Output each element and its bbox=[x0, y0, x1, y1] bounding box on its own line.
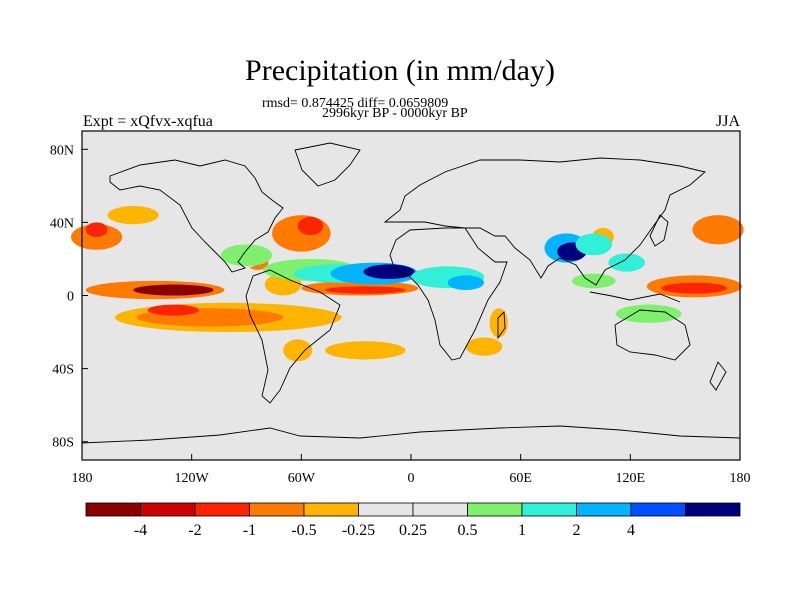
season-label: JJA bbox=[716, 113, 741, 130]
anomaly-region bbox=[283, 339, 313, 362]
colorbar-swatch bbox=[249, 502, 305, 517]
coastline-antarctica bbox=[81, 425, 741, 444]
anomaly-region bbox=[325, 341, 406, 360]
anomaly-region bbox=[575, 233, 613, 256]
y-tick-label: 80N bbox=[50, 143, 74, 158]
colorbar-label: 2 bbox=[573, 522, 581, 539]
colorbar-label: 0.25 bbox=[399, 522, 427, 539]
coastline-madagascar bbox=[497, 310, 506, 340]
anomaly-region bbox=[447, 275, 485, 291]
colorbar-swatch bbox=[412, 502, 468, 517]
latitude-axis: 80N 40N 0 40S 80S bbox=[50, 143, 88, 451]
coastline-africa bbox=[389, 227, 508, 361]
anomaly-region bbox=[133, 284, 214, 296]
anomaly-region bbox=[325, 286, 406, 294]
coastline-greenland bbox=[294, 142, 361, 187]
anomaly-region bbox=[571, 273, 616, 289]
anomaly-region bbox=[661, 282, 728, 294]
anomaly-region bbox=[692, 215, 744, 245]
colorbar-label: 0.5 bbox=[458, 522, 478, 539]
chart-title: Precipitation (in mm/day) bbox=[245, 54, 555, 87]
anomaly-region bbox=[173, 145, 247, 161]
anomaly-region bbox=[484, 180, 594, 199]
anomaly-region bbox=[310, 399, 402, 411]
x-tick-label: 0 bbox=[408, 471, 415, 486]
coastline-eurasia bbox=[383, 157, 706, 286]
colorbar-swatch bbox=[467, 502, 523, 517]
colorbar-swatch bbox=[194, 502, 250, 517]
coastline-australia bbox=[614, 309, 691, 361]
colorbar-swatch bbox=[358, 502, 414, 517]
x-tick-label: 60E bbox=[509, 471, 532, 486]
colorbar-swatch bbox=[140, 502, 196, 517]
colorbar-swatch bbox=[685, 502, 741, 517]
colorbar-label: 4 bbox=[627, 522, 635, 539]
anomaly-region bbox=[85, 222, 108, 238]
colorbar-swatch bbox=[521, 502, 577, 517]
coastline-indonesia bbox=[589, 291, 681, 303]
anomaly-region bbox=[147, 304, 199, 316]
map-plot-area bbox=[71, 130, 744, 461]
x-tick-label: 180 bbox=[72, 471, 93, 486]
colorbar-swatch bbox=[85, 502, 141, 517]
period-annotation: 2996kyr BP - 0000kyr BP bbox=[322, 106, 468, 121]
colorbar-label: -2 bbox=[188, 522, 201, 539]
anomaly-region bbox=[465, 337, 503, 356]
anomaly-region bbox=[608, 253, 645, 272]
coastline-japan bbox=[649, 214, 669, 247]
anomaly-region bbox=[615, 304, 682, 323]
anomaly-region bbox=[220, 244, 273, 267]
colorbar-swatch bbox=[630, 502, 686, 517]
anomaly-region bbox=[297, 216, 324, 236]
anomaly-region bbox=[363, 264, 415, 280]
anomaly-region bbox=[71, 224, 123, 250]
colorbar-swatch bbox=[303, 502, 359, 517]
stats-annotation: rmsd= 0.874425 diff= 0.0659809 bbox=[262, 96, 449, 111]
colorbar-label: -0.5 bbox=[291, 522, 316, 539]
anomaly-region bbox=[237, 158, 311, 177]
coastline-new-zealand bbox=[709, 361, 727, 391]
colorbar-label: 1 bbox=[518, 522, 526, 539]
x-tick-label: 60W bbox=[288, 471, 316, 486]
colorbar-label: -0.25 bbox=[342, 522, 375, 539]
anomaly-region bbox=[107, 205, 159, 225]
y-tick-label: 0 bbox=[67, 290, 74, 305]
y-tick-label: 80S bbox=[52, 436, 74, 451]
colorbar-swatch bbox=[576, 502, 632, 517]
experiment-label: Expt = xQfvx-xqfua bbox=[83, 113, 213, 130]
coastline-north-america bbox=[109, 159, 284, 273]
coastlines bbox=[81, 142, 741, 444]
colorbar-label: -4 bbox=[134, 522, 147, 539]
x-tick-label: 120W bbox=[175, 471, 210, 486]
x-tick-label: 120E bbox=[616, 471, 646, 486]
y-tick-label: 40N bbox=[50, 216, 74, 231]
anomaly-regions bbox=[71, 145, 744, 444]
anomaly-region bbox=[621, 379, 713, 395]
y-tick-label: 40S bbox=[52, 363, 74, 378]
colorbar-label: -1 bbox=[243, 522, 256, 539]
x-tick-label: 180 bbox=[730, 471, 751, 486]
longitude-axis: 180 120W 60W 0 60E 120E 180 bbox=[72, 454, 751, 486]
colorbar: -4 -2 -1 -0.5 -0.25 0.25 0.5 1 2 4 bbox=[85, 502, 741, 539]
coastline-south-america bbox=[245, 269, 341, 404]
